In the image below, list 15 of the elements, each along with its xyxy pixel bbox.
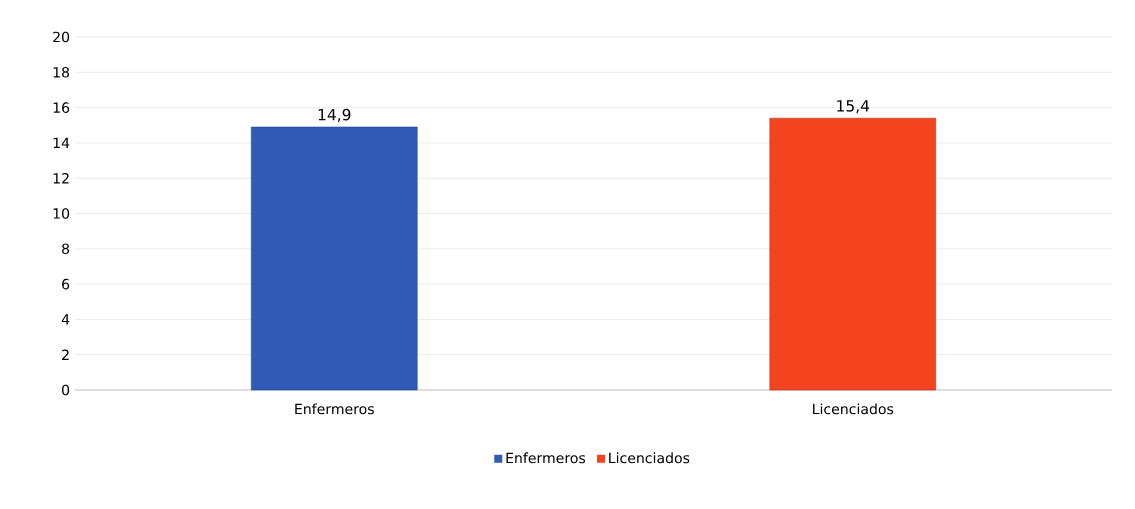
y-tick-label: 14 xyxy=(53,137,70,149)
y-tick-label: 0 xyxy=(62,384,70,396)
y-tick-label: 6 xyxy=(62,278,70,290)
legend-label: Enfermeros xyxy=(506,452,586,464)
y-tick-label: 10 xyxy=(53,208,70,219)
data-label: 15,4 xyxy=(837,100,870,114)
y-tick-label: 2 xyxy=(62,349,69,360)
y-tick-label: 12 xyxy=(53,172,69,184)
y-tick-label: 16 xyxy=(53,102,70,113)
data-label: 14,9 xyxy=(318,108,351,123)
y-tick-label: 20 xyxy=(53,31,70,43)
y-tick-label: 18 xyxy=(53,66,70,78)
y-tick-label: 8 xyxy=(62,243,70,255)
legend-label: Licenciados xyxy=(609,452,690,464)
y-tick-label: 4 xyxy=(61,314,70,325)
